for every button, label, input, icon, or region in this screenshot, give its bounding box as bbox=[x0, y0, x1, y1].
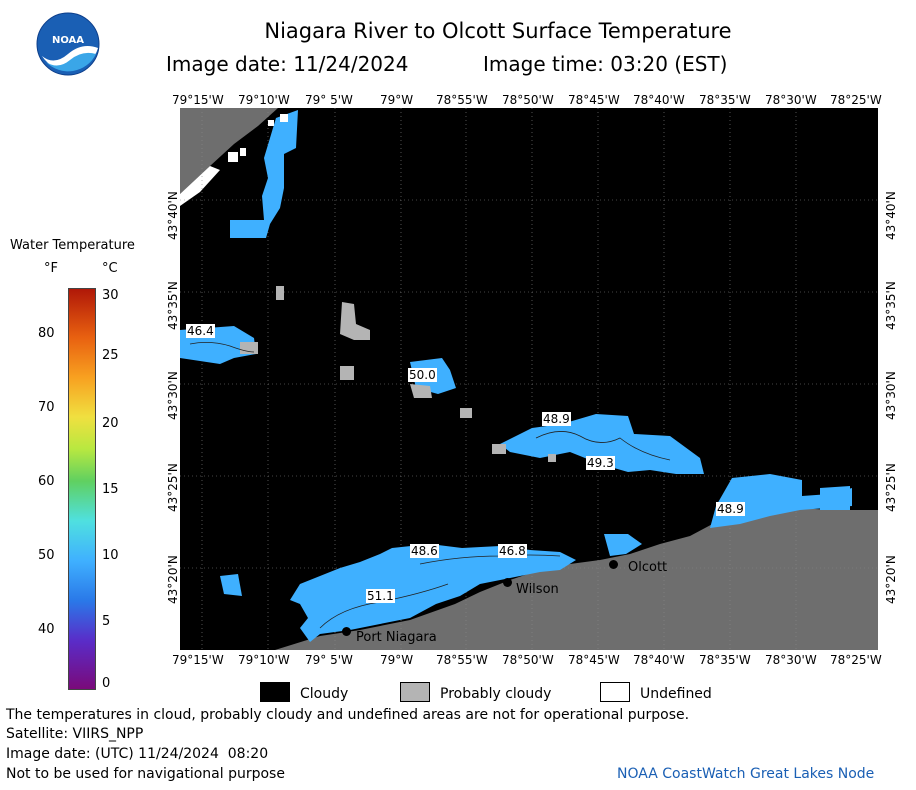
image-date: Image date: 11/24/2024 bbox=[166, 52, 409, 76]
lat-tick: 43°35'N bbox=[166, 281, 180, 330]
lon-tick: 78°55'W bbox=[436, 93, 488, 107]
land-canada bbox=[180, 108, 278, 194]
temp-label: 49.3 bbox=[586, 456, 615, 470]
place-dot-wilson bbox=[503, 578, 512, 587]
lon-tick: 78°45'W bbox=[568, 93, 620, 107]
lon-tick: 79°W bbox=[380, 93, 414, 107]
legend-swatch-cloudy bbox=[260, 682, 290, 702]
lat-tick: 43°40'N bbox=[166, 191, 180, 240]
colorbar-c-tick: 5 bbox=[102, 614, 111, 629]
probably-cloudy-patches bbox=[240, 286, 556, 462]
temp-label: 46.8 bbox=[498, 544, 527, 558]
temp-label: 50.0 bbox=[408, 368, 437, 382]
colorbar bbox=[68, 288, 96, 690]
lon-tick: 79° 5'W bbox=[305, 653, 353, 667]
colorbar-unit-f: °F bbox=[44, 261, 58, 276]
footer-credit: NOAA CoastWatch Great Lakes Node bbox=[617, 766, 875, 782]
lon-tick: 78°25'W bbox=[830, 653, 882, 667]
noaa-logo: NOAA bbox=[36, 12, 100, 76]
colorbar-f-tick: 60 bbox=[38, 474, 55, 489]
lon-tick: 78°55'W bbox=[436, 653, 488, 667]
lon-tick: 78°30'W bbox=[765, 653, 817, 667]
colorbar-c-tick: 15 bbox=[102, 482, 119, 497]
lon-tick: 78°25'W bbox=[830, 93, 882, 107]
footer-utc-date: Image date: (UTC) 11/24/2024 08:20 bbox=[6, 746, 269, 762]
footer-satellite: Satellite: VIIRS_NPP bbox=[6, 726, 144, 742]
lat-tick: 43°35'N bbox=[884, 281, 898, 330]
legend-label-undefined: Undefined bbox=[640, 686, 712, 702]
lon-tick: 78°45'W bbox=[568, 653, 620, 667]
colorbar-f-tick: 40 bbox=[38, 622, 55, 637]
temp-label: 48.6 bbox=[410, 544, 439, 558]
lon-tick: 78°40'W bbox=[633, 93, 685, 107]
temp-label: 48.9 bbox=[542, 412, 571, 426]
lon-tick: 78°40'W bbox=[633, 653, 685, 667]
lon-tick: 78°35'W bbox=[699, 653, 751, 667]
lon-tick: 78°50'W bbox=[502, 93, 554, 107]
colorbar-unit-c: °C bbox=[102, 261, 118, 276]
undefined-area bbox=[228, 148, 246, 162]
legend-label-cloudy: Cloudy bbox=[300, 686, 349, 702]
colorbar-f-tick: 50 bbox=[38, 548, 55, 563]
temp-label: 46.4 bbox=[186, 324, 215, 338]
undefined-specks bbox=[268, 114, 288, 126]
satellite-map: 46.4 50.0 48.9 49.3 48.9 48.6 46.8 51.1 … bbox=[180, 108, 878, 650]
place-dot-port-niagara bbox=[342, 627, 351, 636]
temp-label: 51.1 bbox=[366, 589, 395, 603]
footer-nav-warning: Not to be used for navigational purpose bbox=[6, 766, 285, 782]
place-label-wilson: Wilson bbox=[516, 582, 559, 597]
colorbar-f-tick: 80 bbox=[38, 326, 55, 341]
lat-tick: 43°30'N bbox=[884, 371, 898, 420]
lon-tick: 78°35'W bbox=[699, 93, 751, 107]
colorbar-c-tick: 0 bbox=[102, 676, 111, 691]
map-title: Niagara River to Olcott Surface Temperat… bbox=[264, 19, 732, 43]
colorbar-title: Water Temperature bbox=[10, 238, 135, 253]
map-svg bbox=[180, 108, 878, 650]
lon-tick: 79°10'W bbox=[238, 93, 290, 107]
colorbar-c-tick: 20 bbox=[102, 416, 119, 431]
lon-tick: 79°W bbox=[380, 653, 414, 667]
lon-tick: 78°50'W bbox=[502, 653, 554, 667]
undefined-area bbox=[180, 166, 220, 206]
legend-swatch-undefined bbox=[600, 682, 630, 702]
colorbar-c-tick: 30 bbox=[102, 288, 119, 303]
lon-tick: 78°30'W bbox=[765, 93, 817, 107]
lat-tick: 43°30'N bbox=[166, 371, 180, 420]
place-label-olcott: Olcott bbox=[628, 560, 668, 575]
lon-tick: 79°15'W bbox=[172, 653, 224, 667]
lon-tick: 79° 5'W bbox=[305, 93, 353, 107]
lon-tick: 79°15'W bbox=[172, 93, 224, 107]
image-time: Image time: 03:20 (EST) bbox=[483, 52, 728, 76]
legend-label-probably-cloudy: Probably cloudy bbox=[440, 686, 552, 702]
lat-tick: 43°40'N bbox=[884, 191, 898, 240]
lat-tick: 43°20'N bbox=[884, 555, 898, 604]
noaa-logo-text: NOAA bbox=[51, 35, 85, 46]
colorbar-f-tick: 70 bbox=[38, 400, 55, 415]
lat-tick: 43°25'N bbox=[166, 463, 180, 512]
place-label-port-niagara: Port Niagara bbox=[356, 630, 437, 645]
lon-tick: 79°10'W bbox=[238, 653, 290, 667]
footer-note: The temperatures in cloud, probably clou… bbox=[6, 707, 690, 723]
colorbar-c-tick: 10 bbox=[102, 548, 119, 563]
place-dot-olcott bbox=[609, 560, 618, 569]
temp-label: 48.9 bbox=[716, 502, 745, 516]
legend-swatch-probably-cloudy bbox=[400, 682, 430, 702]
colorbar-c-tick: 25 bbox=[102, 348, 119, 363]
lat-tick: 43°25'N bbox=[884, 463, 898, 512]
lat-tick: 43°20'N bbox=[166, 555, 180, 604]
land-us bbox=[275, 508, 878, 650]
